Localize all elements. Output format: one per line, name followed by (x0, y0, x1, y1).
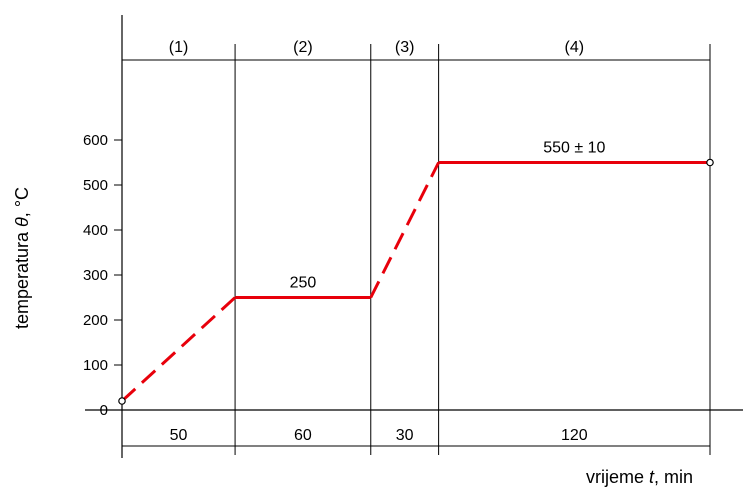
y-tick-label: 300 (83, 267, 108, 284)
y-axis-title-part: , °C (12, 187, 32, 217)
y-tick-label: 100 (83, 357, 108, 374)
phase-label: (2) (293, 39, 313, 56)
phase-duration-label: 120 (561, 427, 588, 444)
endpoint-marker (706, 158, 714, 167)
y-axis-title-part: θ (12, 217, 32, 227)
y-tick-label: 500 (83, 177, 108, 194)
x-axis-title: vrijeme t, min (586, 467, 693, 487)
value-annotation: 250 (290, 275, 317, 292)
y-tick-label: 600 (83, 132, 108, 149)
phase-label: (1) (169, 39, 189, 56)
y-axis-title: temperatura θ, °C (12, 187, 32, 329)
y-axis-title-part: temperatura (12, 227, 32, 329)
temperature-ramp-segment (369, 161, 440, 299)
endpoint-marker (118, 397, 126, 405)
value-annotation: 550 ± 10 (543, 140, 605, 157)
temperature-ramp-segment (120, 296, 237, 403)
y-tick-label: 400 (83, 222, 108, 239)
phase-label: (4) (565, 39, 585, 56)
x-axis-title-part: t (649, 467, 655, 487)
y-tick-label: 0 (100, 402, 108, 419)
x-axis-title-part: , min (654, 467, 693, 487)
phase-label: (3) (395, 39, 415, 56)
phase-duration-label: 30 (396, 427, 414, 444)
y-tick-label: 200 (83, 312, 108, 329)
x-axis-title-part: vrijeme (586, 467, 649, 487)
phase-duration-label: 60 (294, 427, 312, 444)
phase-duration-label: 50 (170, 427, 188, 444)
